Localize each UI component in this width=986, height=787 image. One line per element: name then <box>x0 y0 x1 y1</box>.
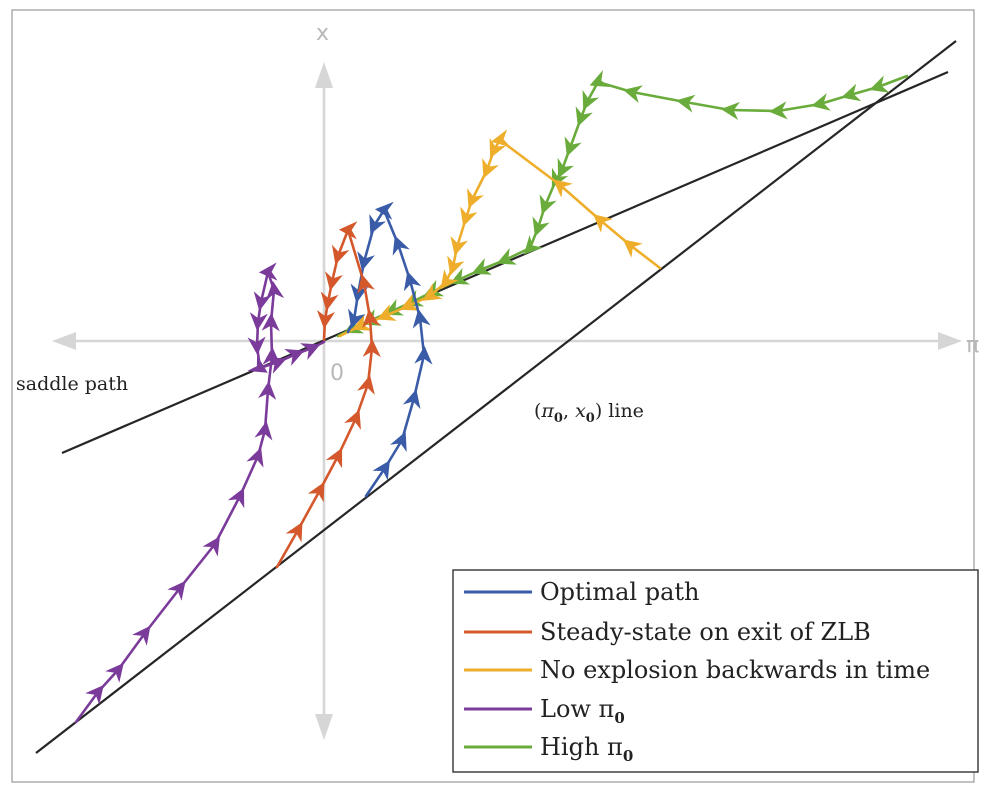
legend-item-steady-state: Steady-state on exit of ZLB <box>464 618 871 646</box>
legend-label-no-explosion: No explosion backwards in time <box>540 656 930 684</box>
trajectories <box>74 70 909 724</box>
legend-box <box>452 569 979 773</box>
legend-label-low-pi0: Low π0 <box>540 695 625 727</box>
legend-label-optimal: Optimal path <box>540 578 700 606</box>
pi0-x0-comma: , <box>563 400 575 422</box>
pi0-x0-pi-sub: 0 <box>554 411 563 426</box>
legend-label-high-pi0: High π0 <box>540 733 633 765</box>
legend-label-steady-state: Steady-state on exit of ZLB <box>540 618 871 646</box>
saddle-path-line <box>61 70 949 455</box>
y-axis-label: x <box>316 21 329 46</box>
steady-state-path <box>275 221 381 569</box>
pi0-x0-close: ) <box>595 400 602 422</box>
legend-item-high-pi0: High π0 <box>464 733 633 765</box>
high-pi0-path <box>336 70 909 338</box>
saddle-path-label: saddle path <box>16 373 128 395</box>
pi0-x0-x-sub: 0 <box>586 411 595 426</box>
pi0-x0-suffix: line <box>602 400 644 422</box>
legend-item-no-explosion: No explosion backwards in time <box>464 656 930 684</box>
pi0-x0-line-label: (π0, x0) line <box>534 400 644 426</box>
legend: Optimal path Steady-state on exit of ZLB… <box>452 569 979 773</box>
low-pi0-path <box>74 262 326 724</box>
y-axis-top-arrowhead <box>315 62 333 88</box>
figure-frame <box>11 9 975 783</box>
optimal-path <box>346 201 433 498</box>
x-axis-label: π <box>966 333 979 358</box>
pi0-x0-pi: π <box>540 400 554 422</box>
pi0-x0-x: x <box>575 400 586 422</box>
legend-item-optimal: Optimal path <box>464 578 700 606</box>
y-axis-bottom-arrowhead <box>315 714 333 740</box>
x-axis-left-arrowhead <box>52 332 76 350</box>
x-axis-right-arrowhead <box>938 332 962 350</box>
origin-label: 0 <box>330 361 344 386</box>
legend-item-low-pi0: Low π0 <box>464 695 625 727</box>
pi0-x0-open: ( <box>534 400 541 422</box>
